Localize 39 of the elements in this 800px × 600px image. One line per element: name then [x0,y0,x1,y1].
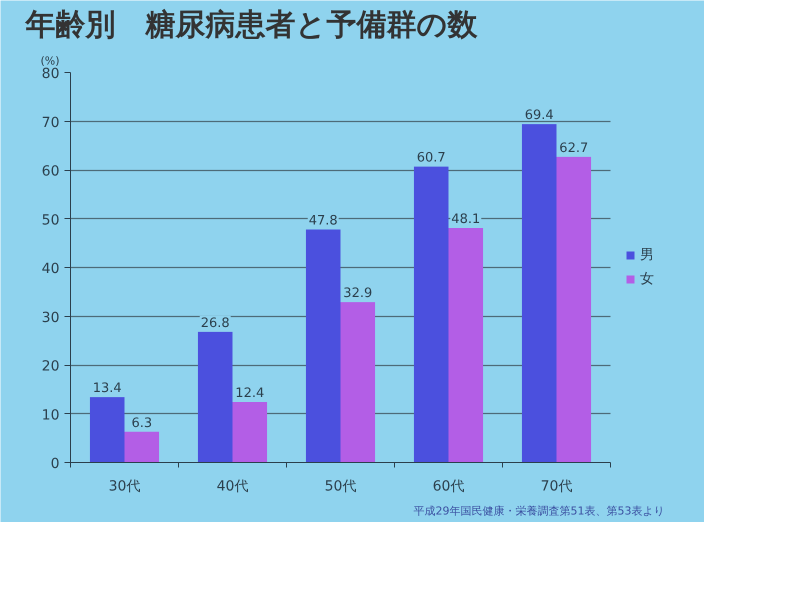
data-label: 12.4 [235,386,264,402]
bar [198,332,232,462]
y-tick-label: 80 [42,66,60,82]
y-tick-label: 50 [42,212,60,228]
y-axis-title: (%) [40,54,60,68]
y-tick-label: 60 [42,164,60,180]
bar [306,229,340,462]
y-tick-label: 40 [42,261,60,277]
bar [124,432,160,462]
data-label: 13.4 [92,381,122,396]
x-tick-label: 70代 [540,478,572,494]
bar [556,156,592,462]
y-tick-label: 10 [42,407,60,424]
data-label: 69.4 [524,108,554,124]
bar [448,228,484,462]
legend-label: 男 [640,246,655,264]
x-tick-label: 40代 [216,478,248,494]
bar [340,302,376,462]
legend-label: 女 [640,270,655,288]
data-label: 62.7 [559,140,588,156]
y-tick-label: 0 [50,456,60,472]
x-tick-label: 50代 [324,478,356,494]
y-tick-label: 70 [42,114,60,131]
text: 平成29年国民健康・栄養調査第51表、第53表より [414,504,665,518]
y-tick-label: 30 [42,310,60,326]
bar [414,166,448,462]
data-label: 47.8 [308,213,338,228]
bar [522,124,556,462]
x-tick-label: 60代 [432,478,464,494]
data-label: 48.1 [451,212,480,228]
data-label: 32.9 [343,286,372,302]
data-label: 6.3 [131,416,152,431]
chart-title: 年齢別 糖尿病患者と予備群の数 [24,8,478,42]
bar [90,397,124,462]
y-tick-label: 20 [42,358,60,374]
data-label: 60.7 [416,150,446,166]
bar [232,402,268,462]
data-label: 26.8 [200,316,230,331]
x-tick-label: 30代 [108,478,140,494]
